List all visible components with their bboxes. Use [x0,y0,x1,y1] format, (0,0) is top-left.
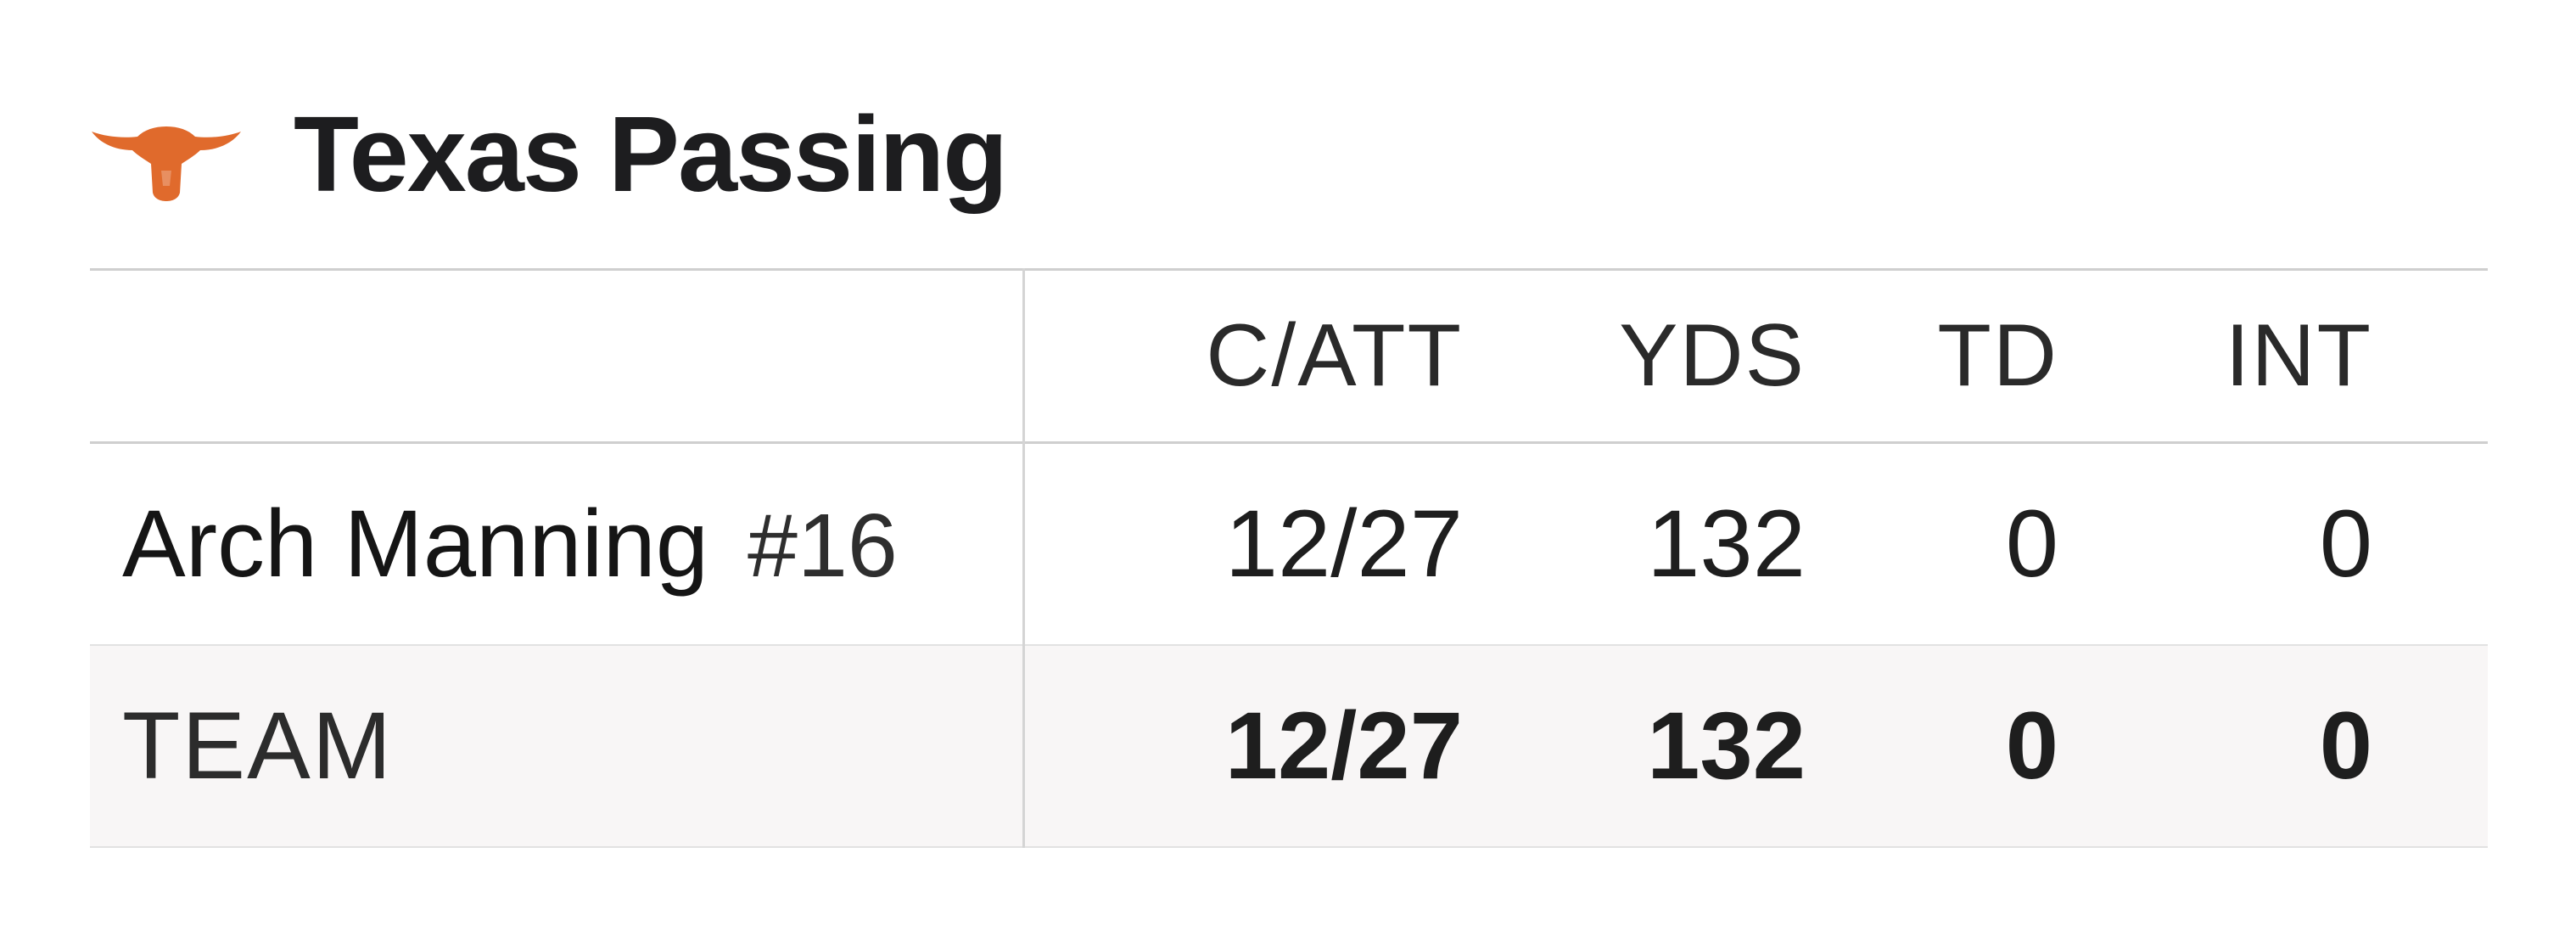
table-header-row: C/ATT YDS TD INT [90,269,2488,443]
player-cell: Arch Manning #16 [90,442,1025,645]
team-label: TEAM [90,644,1025,847]
player-number: #16 [748,496,898,597]
team-int: 0 [2319,693,2372,799]
page-title: Texas Passing [294,94,1008,214]
player-c-att: 12/27 [1224,491,1463,598]
player-int: 0 [2319,491,2372,598]
team-yds: 132 [1647,693,1806,799]
player-column-header [90,269,1025,443]
player-name-link[interactable]: Arch Manning [122,491,709,598]
table-row: Arch Manning #16 12/27 132 0 0 [90,442,2488,645]
longhorn-icon [92,126,241,201]
team-td: 0 [2005,693,2058,799]
passing-stats-card: Texas Passing C/ATT YDS TD INT Arch Mann… [90,0,2488,937]
column-header-c-att: C/ATT [1206,306,1463,405]
card-header: Texas Passing [90,78,1008,231]
column-header-int: INT [2225,306,2372,405]
passing-table: C/ATT YDS TD INT Arch Manning #16 12/27 1… [90,268,2488,848]
team-c-att: 12/27 [1224,693,1463,799]
team-total-row: TEAM 12/27 132 0 0 [90,644,2488,847]
column-header-yds: YDS [1619,306,1806,405]
player-td: 0 [2005,491,2058,598]
column-header-td: TD [1937,306,2058,405]
player-yds: 132 [1647,491,1806,598]
